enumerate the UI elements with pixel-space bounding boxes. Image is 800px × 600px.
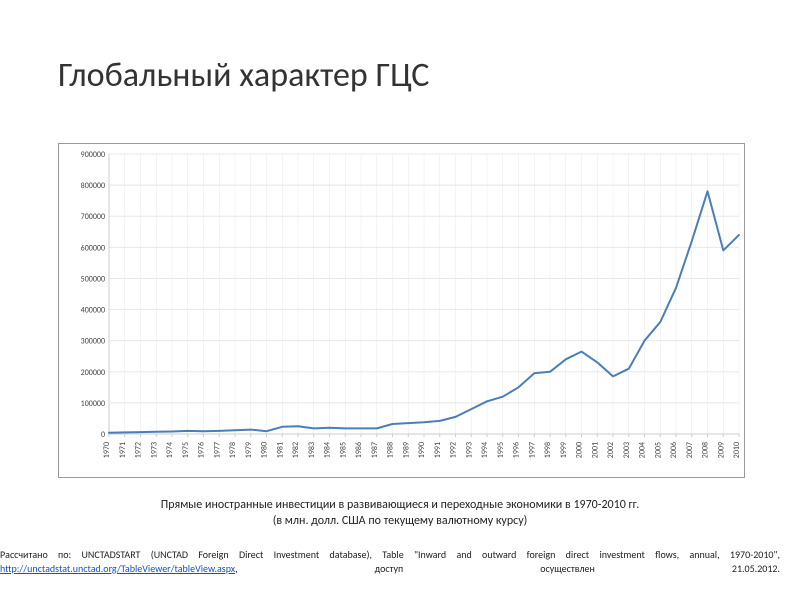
- svg-text:2002: 2002: [606, 442, 616, 458]
- svg-text:1989: 1989: [401, 442, 411, 458]
- svg-text:2004: 2004: [638, 442, 648, 458]
- svg-text:2001: 2001: [590, 442, 600, 458]
- source-suffix: , доступ осуществлен 21.05.2012.: [235, 562, 780, 575]
- svg-text:300000: 300000: [81, 337, 105, 347]
- svg-text:1970: 1970: [102, 442, 112, 458]
- svg-text:1975: 1975: [181, 442, 191, 458]
- svg-text:1986: 1986: [354, 442, 364, 458]
- svg-text:1985: 1985: [338, 442, 348, 458]
- source-link[interactable]: http://unctadstat.unctad.org/TableViewer…: [0, 562, 235, 575]
- slide: Глобальный характер ГЦС 0 100000 200000 300…: [0, 0, 800, 600]
- svg-text:100000: 100000: [81, 399, 105, 409]
- svg-text:2003: 2003: [622, 442, 632, 458]
- caption-line-2: (в млн. долл. США по текущему валютному …: [273, 514, 528, 528]
- svg-text:1983: 1983: [307, 442, 317, 458]
- svg-text:1995: 1995: [496, 442, 506, 458]
- svg-text:1999: 1999: [559, 442, 569, 458]
- svg-text:1991: 1991: [433, 442, 443, 458]
- svg-text:1974: 1974: [165, 442, 175, 458]
- svg-text:2008: 2008: [701, 442, 711, 458]
- source-prefix: Рассчитано по: UNCTADSTART (UNCTAD Forei…: [0, 548, 780, 561]
- chart-caption: Прямые иностранные инвестиции в развиваю…: [30, 498, 770, 529]
- chart-source: Рассчитано по: UNCTADSTART (UNCTAD Forei…: [0, 548, 780, 575]
- page-title: Глобальный характер ГЦС: [58, 55, 429, 96]
- svg-text:1973: 1973: [149, 442, 159, 458]
- svg-text:2005: 2005: [653, 442, 663, 458]
- svg-text:1979: 1979: [244, 442, 254, 458]
- line-chart: 0 100000 200000 300000 400000 500000 600000 700…: [59, 144, 744, 477]
- svg-text:600000: 600000: [81, 243, 105, 253]
- svg-text:1978: 1978: [228, 442, 238, 458]
- svg-text:1993: 1993: [464, 442, 474, 458]
- svg-text:1976: 1976: [197, 442, 207, 458]
- svg-text:2010: 2010: [732, 442, 742, 458]
- svg-text:1977: 1977: [212, 442, 222, 458]
- svg-text:1987: 1987: [370, 442, 380, 458]
- svg-text:1980: 1980: [260, 442, 270, 458]
- svg-text:2007: 2007: [685, 442, 695, 458]
- svg-text:1971: 1971: [118, 442, 128, 458]
- svg-text:0: 0: [101, 430, 105, 440]
- chart-frame: 0 100000 200000 300000 400000 500000 600000 700…: [58, 143, 745, 478]
- svg-text:1981: 1981: [275, 442, 285, 458]
- svg-text:1988: 1988: [386, 442, 396, 458]
- svg-text:1994: 1994: [480, 442, 490, 458]
- svg-text:1972: 1972: [134, 442, 144, 458]
- svg-text:500000: 500000: [81, 274, 105, 284]
- svg-text:400000: 400000: [81, 306, 105, 316]
- svg-text:800000: 800000: [81, 181, 105, 191]
- svg-text:2006: 2006: [669, 442, 679, 458]
- svg-text:1990: 1990: [417, 442, 427, 458]
- svg-text:200000: 200000: [81, 368, 105, 378]
- svg-text:1997: 1997: [527, 442, 537, 458]
- svg-text:900000: 900000: [81, 150, 105, 160]
- svg-text:1984: 1984: [323, 442, 333, 458]
- svg-text:1992: 1992: [449, 442, 459, 458]
- svg-text:1998: 1998: [543, 442, 553, 458]
- caption-line-1: Прямые иностранные инвестиции в развиваю…: [161, 498, 640, 512]
- svg-text:2000: 2000: [575, 442, 585, 458]
- svg-text:1996: 1996: [512, 442, 522, 458]
- svg-text:2009: 2009: [716, 442, 726, 458]
- svg-text:700000: 700000: [81, 212, 105, 222]
- svg-text:1982: 1982: [291, 442, 301, 458]
